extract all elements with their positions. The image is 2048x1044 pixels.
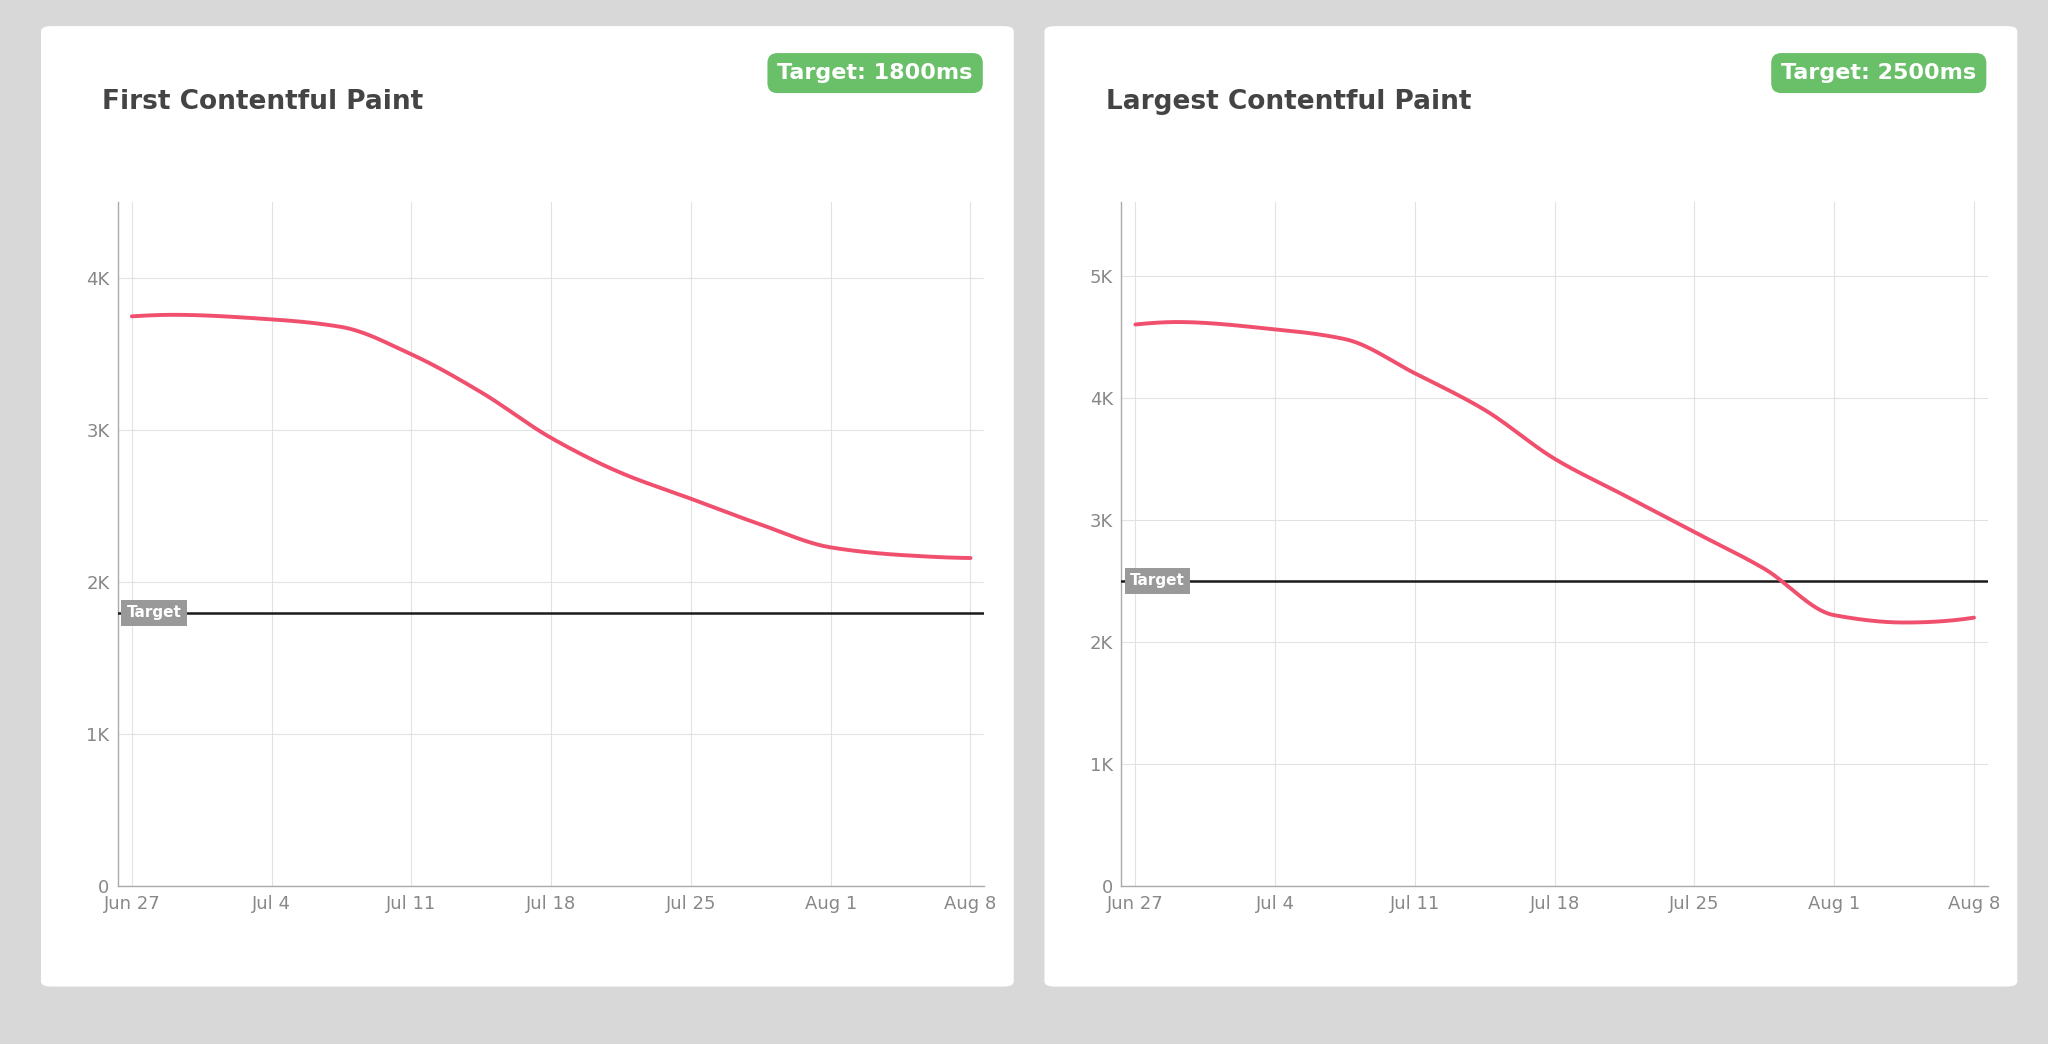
Text: First Contentful Paint: First Contentful Paint	[102, 89, 424, 115]
Text: Target: Target	[1130, 573, 1186, 589]
Text: Target: Target	[127, 606, 182, 620]
Text: Largest Contentful Paint: Largest Contentful Paint	[1106, 89, 1470, 115]
Text: Target: 2500ms: Target: 2500ms	[1782, 63, 1976, 84]
Text: Target: 1800ms: Target: 1800ms	[778, 63, 973, 84]
